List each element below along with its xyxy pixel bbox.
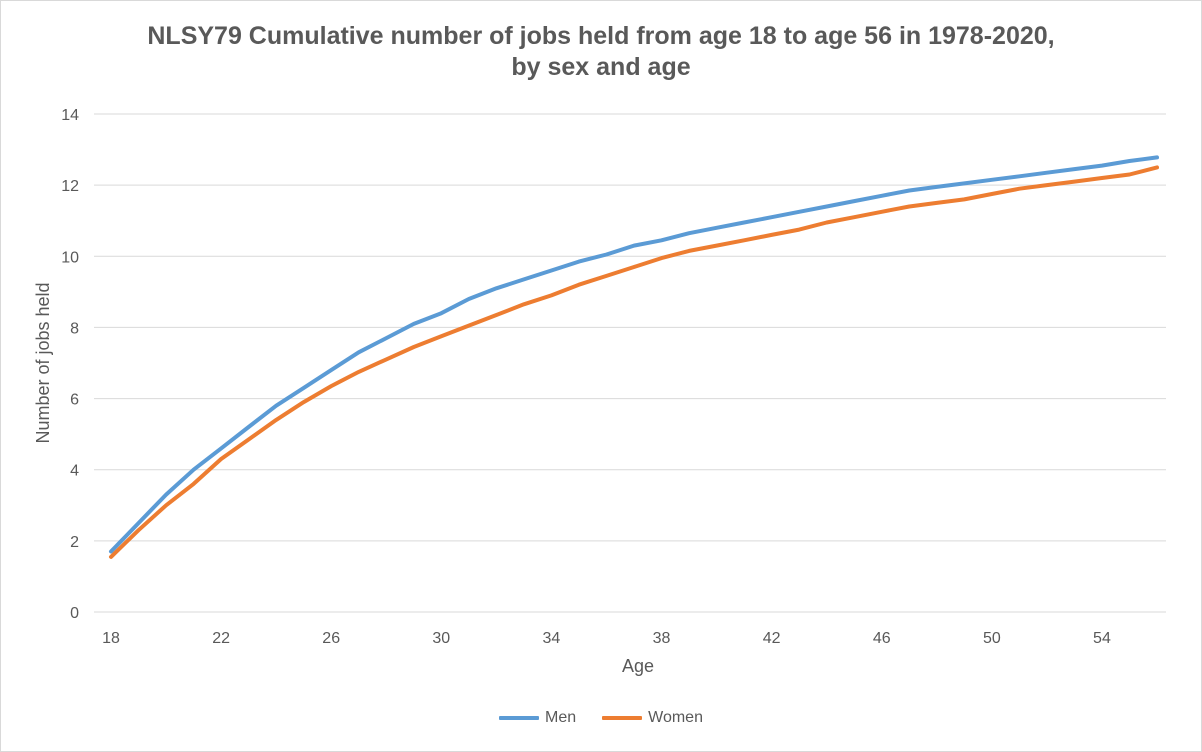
x-tick-label: 34 bbox=[543, 630, 561, 647]
legend-label-women: Women bbox=[648, 709, 703, 726]
y-axis-ticks: 0 2 4 6 8 10 12 14 bbox=[61, 107, 79, 622]
y-tick-label: 12 bbox=[61, 178, 79, 195]
chart-title-line-2: by sex and age bbox=[511, 53, 691, 81]
x-tick-label: 46 bbox=[873, 630, 891, 647]
series-lines bbox=[109, 155, 1159, 559]
series-line-men bbox=[109, 155, 1159, 554]
x-tick-label: 42 bbox=[763, 630, 781, 647]
y-tick-label: 10 bbox=[61, 249, 79, 266]
y-tick-label: 14 bbox=[61, 107, 79, 124]
y-axis-title: Number of jobs held bbox=[33, 282, 53, 443]
legend: Men Women bbox=[1, 709, 1201, 727]
x-axis-ticks: 18 22 26 30 34 38 42 46 50 54 bbox=[102, 630, 1111, 647]
legend-swatch-men bbox=[499, 716, 540, 720]
chart-title-line-1: NLSY79 Cumulative number of jobs held fr… bbox=[147, 22, 1055, 50]
y-tick-label: 6 bbox=[70, 392, 79, 409]
chart-title: NLSY79 Cumulative number of jobs held fr… bbox=[1, 21, 1201, 83]
legend-label-men: Men bbox=[545, 709, 577, 726]
x-tick-label: 30 bbox=[432, 630, 450, 647]
y-tick-label: 4 bbox=[70, 463, 79, 480]
x-tick-label: 50 bbox=[983, 630, 1001, 647]
x-tick-label: 26 bbox=[322, 630, 340, 647]
gridlines bbox=[94, 113, 1166, 613]
y-tick-label: 8 bbox=[70, 320, 79, 337]
series-line-women bbox=[109, 165, 1159, 559]
x-tick-label: 54 bbox=[1093, 630, 1111, 647]
legend-item-men: Men bbox=[499, 709, 576, 727]
x-tick-label: 38 bbox=[653, 630, 671, 647]
y-tick-label: 2 bbox=[70, 534, 79, 551]
y-tick-label: 0 bbox=[70, 605, 79, 622]
x-tick-label: 22 bbox=[212, 630, 230, 647]
x-axis-title: Age bbox=[622, 656, 654, 676]
x-tick-label: 18 bbox=[102, 630, 120, 647]
legend-item-women: Women bbox=[602, 709, 703, 727]
legend-swatch-women bbox=[602, 716, 643, 720]
